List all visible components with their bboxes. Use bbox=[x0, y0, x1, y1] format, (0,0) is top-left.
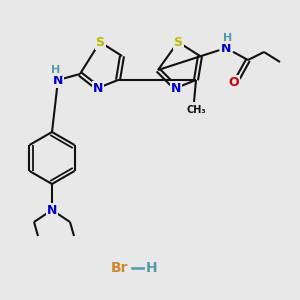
Text: Br: Br bbox=[111, 261, 129, 275]
Text: N: N bbox=[53, 74, 63, 86]
Text: S: S bbox=[95, 35, 104, 49]
Text: CH₃: CH₃ bbox=[186, 105, 206, 115]
Text: H: H bbox=[224, 33, 232, 43]
Text: H: H bbox=[51, 65, 61, 75]
Text: S: S bbox=[173, 35, 182, 49]
Text: N: N bbox=[221, 41, 231, 55]
Text: N: N bbox=[171, 82, 181, 94]
Text: N: N bbox=[93, 82, 103, 94]
Text: N: N bbox=[47, 203, 57, 217]
Text: O: O bbox=[229, 76, 239, 88]
Text: H: H bbox=[146, 261, 158, 275]
